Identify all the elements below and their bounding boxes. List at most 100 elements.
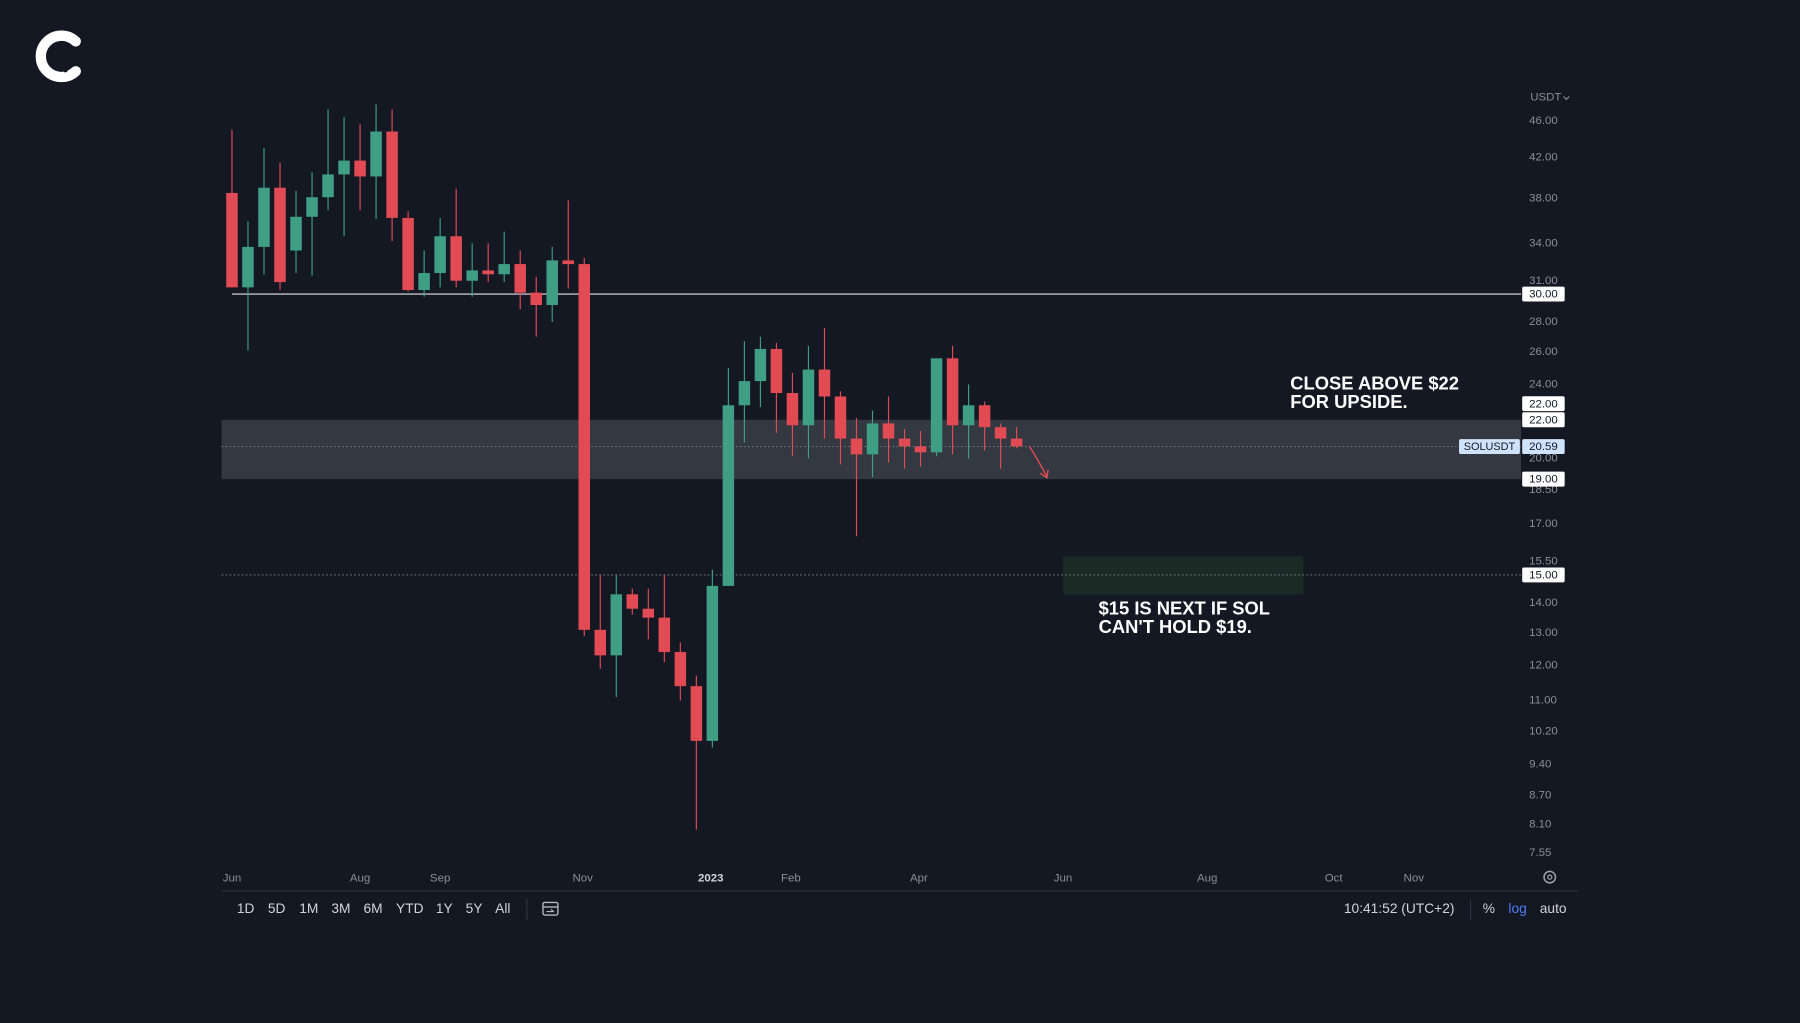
y-tick-label: 12.00 xyxy=(1529,659,1558,671)
logo xyxy=(35,30,81,83)
price-label: 20.59 xyxy=(1529,441,1558,453)
range-button[interactable]: 3M xyxy=(331,901,350,916)
candle-body xyxy=(754,348,767,382)
candle-body xyxy=(626,594,639,609)
y-tick-label: 46.00 xyxy=(1529,115,1558,127)
clock[interactable]: 10:41:52 (UTC+2) xyxy=(1344,901,1455,916)
y-tick-label: 15.50 xyxy=(1529,556,1558,568)
y-tick-label: 8.10 xyxy=(1529,819,1551,831)
annotation: FOR UPSIDE. xyxy=(1290,391,1407,412)
y-tick-label: 7.55 xyxy=(1529,847,1551,859)
candle-body xyxy=(562,260,574,265)
y-tick-label: 28.00 xyxy=(1529,316,1558,328)
annotation: CAN'T HOLD $19. xyxy=(1099,616,1252,637)
candle-body xyxy=(418,272,430,291)
candle-body xyxy=(370,131,382,177)
candle-body xyxy=(914,446,927,453)
annotation: $15 IS NEXT IF SOL xyxy=(1099,597,1270,618)
price-label-box xyxy=(1522,567,1565,583)
y-tick-label: 34.00 xyxy=(1529,237,1558,249)
x-tick-label: Oct xyxy=(1325,872,1344,884)
candle-body xyxy=(530,292,542,305)
settings-icon[interactable] xyxy=(1543,870,1557,884)
candle-body xyxy=(786,393,799,426)
candle-body xyxy=(594,629,607,656)
price-label-box xyxy=(1522,286,1565,302)
date-range-icon[interactable] xyxy=(542,901,559,916)
candle-body xyxy=(834,396,847,439)
currency-label[interactable]: USDT xyxy=(1530,92,1561,104)
candle-body xyxy=(274,187,286,283)
candle-body xyxy=(722,405,735,586)
y-tick-label: 8.70 xyxy=(1529,790,1551,802)
candle-body xyxy=(658,617,671,653)
scale-option[interactable]: auto xyxy=(1540,901,1567,916)
symbol-tag-box xyxy=(1459,439,1520,455)
candle-body xyxy=(242,246,254,288)
x-tick-label: Jun xyxy=(1054,872,1073,884)
range-button[interactable]: 1Y xyxy=(436,901,453,916)
range-button[interactable]: 1D xyxy=(237,901,255,916)
candle-body xyxy=(226,192,238,288)
x-tick-label: Feb xyxy=(781,872,801,884)
price-label-box xyxy=(1522,412,1565,428)
candle-body xyxy=(482,270,494,275)
range-button[interactable]: All xyxy=(495,901,510,916)
candle-body xyxy=(354,160,366,177)
candle-body xyxy=(978,405,991,428)
candle-body xyxy=(386,131,398,218)
y-tick-label: 17.00 xyxy=(1529,518,1558,530)
candle-body xyxy=(322,174,334,198)
x-tick-label: Nov xyxy=(572,872,593,884)
x-tick-label: Apr xyxy=(910,872,928,884)
candle-body xyxy=(674,652,687,687)
candle-body xyxy=(258,187,270,247)
candle-body xyxy=(498,264,510,275)
x-tick-label: 2023 xyxy=(698,872,724,884)
x-tick-label: Aug xyxy=(350,872,370,884)
candle-body xyxy=(690,686,703,741)
candle-body xyxy=(770,348,783,394)
candle-body xyxy=(866,423,879,455)
y-tick-label: 20.00 xyxy=(1529,452,1558,464)
candle-body xyxy=(994,427,1007,439)
y-tick-label: 38.00 xyxy=(1529,192,1558,204)
price-label: 22.00 xyxy=(1529,398,1558,410)
y-tick-label: 42.00 xyxy=(1529,152,1558,164)
currency-caret[interactable] xyxy=(1563,96,1570,101)
candle-body xyxy=(450,236,462,281)
y-tick-label: 26.00 xyxy=(1529,346,1558,358)
range-button[interactable]: 1M xyxy=(299,901,318,916)
y-tick-label: 13.00 xyxy=(1529,627,1558,639)
candle-body xyxy=(546,260,558,305)
range-button[interactable]: YTD xyxy=(396,901,424,916)
range-button[interactable]: 5D xyxy=(268,901,286,916)
y-tick-label: 11.00 xyxy=(1529,695,1557,707)
candle-body xyxy=(930,358,943,453)
candle-body xyxy=(818,369,831,397)
candle-body xyxy=(1010,438,1023,447)
range-button[interactable]: 5Y xyxy=(466,901,483,916)
price-label: 19.00 xyxy=(1529,474,1558,486)
y-tick-label: 31.00 xyxy=(1529,275,1558,287)
scale-option[interactable]: % xyxy=(1483,901,1495,916)
candle-body xyxy=(706,585,719,741)
range-button[interactable]: 6M xyxy=(364,901,383,916)
y-tick-label: 24.00 xyxy=(1529,379,1558,391)
candle-body xyxy=(434,236,446,273)
annotation: CLOSE ABOVE $22 xyxy=(1290,372,1459,393)
y-tick-label: 10.20 xyxy=(1529,725,1558,737)
x-tick-label: Sep xyxy=(430,872,450,884)
candle-body xyxy=(514,264,526,293)
projection-arrow xyxy=(1029,446,1049,479)
candle-body xyxy=(402,217,414,291)
price-label-box xyxy=(1522,471,1565,487)
candle-body xyxy=(642,608,655,618)
candle-body xyxy=(610,594,623,656)
candle-body xyxy=(850,438,863,455)
x-tick-label: Nov xyxy=(1404,872,1425,884)
candle-body xyxy=(946,358,959,426)
scale-option[interactable]: log xyxy=(1508,901,1526,916)
